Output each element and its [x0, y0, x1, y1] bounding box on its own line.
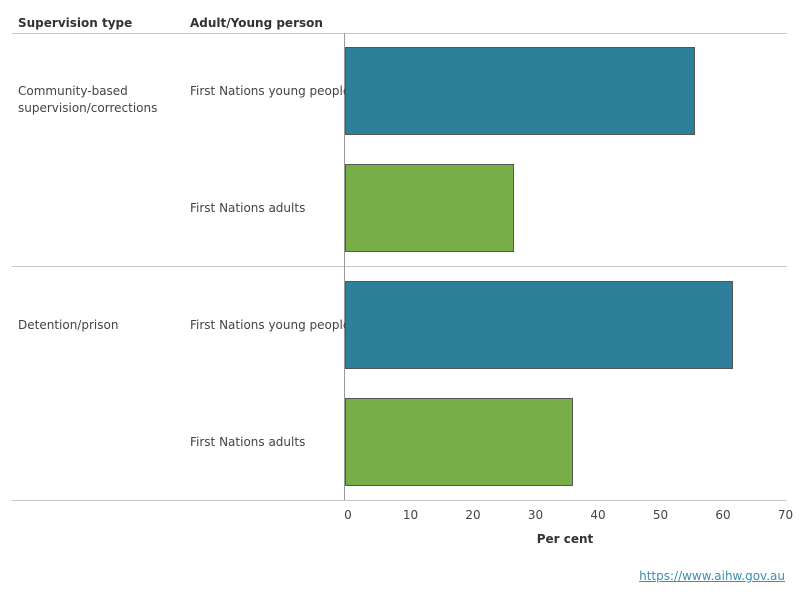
bar-detention-young-people[interactable]: [345, 281, 733, 369]
bar-detention-adults[interactable]: [345, 398, 574, 486]
x-axis-label: Per cent: [536, 532, 594, 546]
group-label-detention: Detention/prison: [18, 318, 119, 332]
x-axis-zero-line: [344, 33, 345, 500]
group-divider: [12, 266, 787, 267]
row-label: First Nations adults: [190, 435, 306, 449]
row-label: First Nations adults: [190, 201, 306, 215]
x-tick-label: 0: [344, 508, 352, 522]
x-tick-label: 40: [590, 508, 606, 522]
row-label: First Nations young people: [190, 84, 351, 98]
row-label: First Nations young people: [190, 318, 351, 332]
source-link[interactable]: https://www.aihw.gov.au: [639, 569, 785, 583]
x-tick-label: 20: [465, 508, 481, 522]
x-tick-label: 70: [777, 508, 794, 522]
bar-community-adults[interactable]: [345, 164, 514, 252]
bar-community-young-people[interactable]: [345, 47, 695, 135]
x-tick-label: 50: [652, 508, 669, 522]
group-label-community: Community-based supervision/corrections: [18, 84, 158, 115]
x-tick-label: 10: [402, 508, 419, 522]
header-divider: [12, 33, 787, 34]
x-tick-label: 30: [527, 508, 544, 522]
x-tick-label: 60: [715, 508, 731, 522]
header-adult-young-person: Adult/Young person: [190, 16, 323, 30]
bottom-divider: [12, 500, 787, 501]
header-supervision-type: Supervision type: [18, 16, 133, 30]
